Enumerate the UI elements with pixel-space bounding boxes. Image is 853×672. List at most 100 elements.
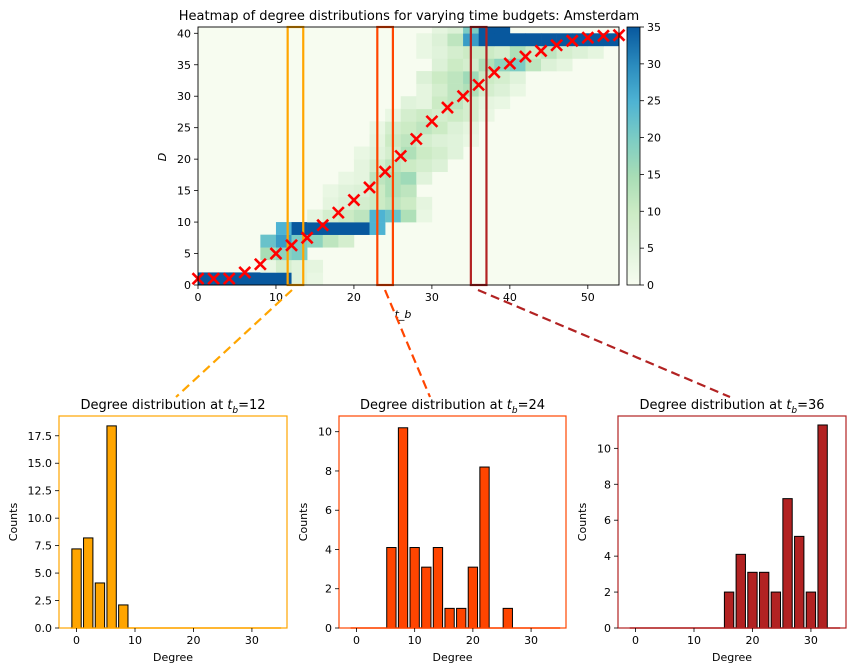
y-tick-label: 2 <box>325 583 332 596</box>
heatmap-cell <box>447 27 464 34</box>
heatmap-cell <box>416 96 433 110</box>
heatmap-cell <box>447 133 464 147</box>
bar <box>817 424 828 629</box>
mean-marker <box>487 65 501 79</box>
y-tick-label: 20 <box>177 153 191 166</box>
bar <box>782 498 793 629</box>
heatmap-cell <box>509 45 526 59</box>
heatmap-y-axis: 0 5 10 15 20 25 30 35 40 <box>177 27 198 292</box>
heatmap-cell <box>353 159 370 173</box>
heatmap-cell <box>338 222 355 235</box>
heatmap-cell <box>556 58 573 72</box>
heatmap-cell <box>353 222 370 235</box>
mean-marker <box>269 247 283 260</box>
x-tick-label: 10 <box>128 634 142 647</box>
heatmap-cell <box>416 71 433 84</box>
mean-marker <box>222 272 236 286</box>
heatmap-cell <box>494 33 511 47</box>
heatmap-cell <box>416 33 433 47</box>
connector-line-tb12 <box>175 289 293 398</box>
heatmap-cell <box>509 83 526 97</box>
colorbar-ticks: 0 5 10 15 20 25 30 35 <box>640 21 661 292</box>
heatmap-cell <box>447 58 464 72</box>
heatmap-cell <box>307 272 324 286</box>
x-tick-label: 30 <box>804 634 818 647</box>
heatmap-cell <box>260 234 277 248</box>
bar-panel-frame <box>617 415 847 629</box>
y-axis-label: Counts <box>297 503 310 542</box>
colorbar-tick-label: 5 <box>647 242 654 255</box>
y-tick-label: 4 <box>325 543 332 556</box>
bar <box>747 571 758 629</box>
bar-panel-frame <box>58 415 288 629</box>
mean-marker <box>394 149 408 163</box>
heatmap-cell <box>494 45 511 59</box>
heatmap-cell <box>416 45 433 59</box>
heatmap-cell <box>307 259 324 273</box>
heatmap-cell <box>260 247 277 261</box>
connector-line-tb36 <box>477 288 731 399</box>
heatmap-cell <box>322 222 339 235</box>
heatmap-cell <box>260 272 277 286</box>
heatmap-cell <box>400 196 417 210</box>
heatmap-cell <box>572 45 589 59</box>
colorbar-tick-label: 35 <box>647 21 661 34</box>
heatmap-x-label: t_b <box>395 308 412 321</box>
y-tick-label: 25 <box>177 122 191 135</box>
colorbar-tick-label: 25 <box>647 95 661 108</box>
connector-lines <box>175 288 731 399</box>
x-tick-label: 20 <box>466 634 480 647</box>
bar <box>467 566 479 629</box>
mean-marker <box>285 238 298 252</box>
bar-panel-tb24: Degree distribution at tb=24 0 10 20 30 0 2 4 6 8… <box>297 398 567 664</box>
mean-marker <box>472 78 486 92</box>
x-tick-label: 30 <box>425 291 439 304</box>
mean-marker <box>519 50 532 63</box>
y-tick-label: 2.5 <box>35 595 53 608</box>
heatmap-cell <box>416 83 433 97</box>
heatmap-cell <box>400 96 417 110</box>
y-tick-label: 15.0 <box>28 457 53 470</box>
x-tick-label: 0 <box>195 291 202 304</box>
y-tick-label: 7.5 <box>35 540 53 553</box>
mean-marker <box>456 89 470 103</box>
bar <box>723 591 735 629</box>
heatmap-cell <box>400 184 417 198</box>
y-tick-label: 8 <box>325 465 332 478</box>
bar <box>479 466 490 629</box>
y-tick-label: 0 <box>325 622 332 635</box>
connector-line-tb24 <box>383 289 432 398</box>
heatmap-title: Heatmap of degree distributions for vary… <box>179 9 639 24</box>
mean-marker <box>378 165 392 179</box>
heatmap-cell <box>400 209 417 223</box>
mean-marker <box>534 44 548 58</box>
heatmap-cell <box>275 272 292 286</box>
y-tick-label: 17.5 <box>28 430 53 443</box>
bar-panel-title: Degree distribution at tb=12 <box>80 398 265 416</box>
bar <box>794 535 805 629</box>
heatmap-cell <box>353 146 370 160</box>
colorbar <box>626 26 641 286</box>
x-tick-label: 40 <box>503 291 517 304</box>
mean-marker <box>441 101 454 114</box>
colorbar-tick-label: 15 <box>647 168 661 181</box>
heatmap-cells <box>198 27 620 286</box>
bar <box>386 547 397 629</box>
mean-marker <box>363 181 376 194</box>
heatmap-cell <box>338 234 355 248</box>
bar-panel-title: Degree distribution at tb=24 <box>360 398 545 416</box>
heatmap-cell <box>494 71 511 84</box>
mean-marker <box>253 257 267 271</box>
heatmap-cell <box>291 259 308 273</box>
mean-marker <box>550 38 564 52</box>
heatmap-cell <box>587 45 604 59</box>
heatmap-cell <box>322 196 339 210</box>
heatmap-panel: Heatmap of degree distributions for vary… <box>156 9 661 321</box>
bar <box>106 425 117 629</box>
heatmap-y-label: D <box>156 153 169 161</box>
heatmap-cell <box>307 209 324 223</box>
heatmap-cell <box>291 222 308 235</box>
heatmap-cell <box>431 45 448 59</box>
mean-marker <box>316 218 330 232</box>
heatmap-frame <box>197 26 620 286</box>
